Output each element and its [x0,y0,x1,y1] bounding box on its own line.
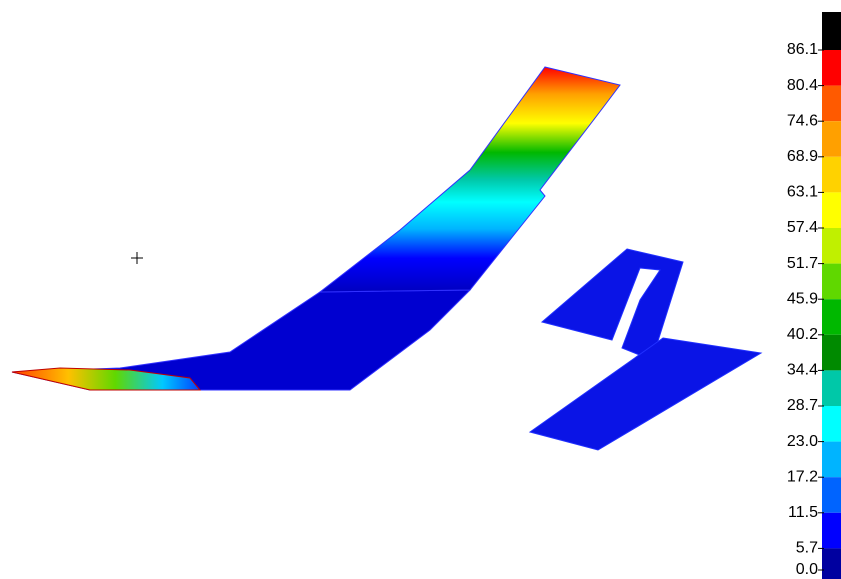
colorbar-label: 5.7 [796,540,818,557]
colorbar-label: 40.2 [787,326,818,343]
color-band [822,513,841,549]
color-band [822,86,841,122]
colorbar-label: 68.9 [787,148,818,165]
color-band [822,264,841,300]
color-band [822,12,841,50]
colorbar-label: 63.1 [787,184,818,201]
colorbar-label: 51.7 [787,255,818,272]
color-band [822,548,841,579]
color-band [822,370,841,406]
colorbar-label: 23.0 [787,433,818,450]
colorbar-label: 86.1 [787,41,818,58]
tail [530,249,761,450]
color-band [822,442,841,478]
stabilizer [530,338,761,450]
color-band [822,335,841,371]
colorbar-label: 17.2 [787,468,818,485]
colorbar: 86.1 80.4 74.6 68.9 63.1 57.4 51.7 45.9 40.2 34.4… [787,12,841,579]
colorbar-label: 11.5 [788,504,818,521]
crosshair [131,252,143,264]
colorbar-label: 45.9 [787,290,818,307]
colorbar-label: 0.0 [796,561,818,578]
colorbar-label: 80.4 [787,77,818,94]
wing [12,67,620,390]
wing-outer [320,67,620,292]
colorbar-label: 57.4 [787,219,818,236]
color-band [822,299,841,335]
colorbar-label: 28.7 [787,397,818,414]
color-band [822,157,841,193]
colorbar-label: 34.4 [787,362,818,379]
viewport: 86.1 80.4 74.6 68.9 63.1 57.4 51.7 45.9 40.2 34.4… [0,0,841,579]
color-band [822,228,841,264]
color-band [822,50,841,86]
color-band [822,121,841,157]
color-band [822,192,841,228]
colorbar-label: 74.6 [787,112,818,129]
color-band [822,406,841,442]
color-band [822,477,841,513]
